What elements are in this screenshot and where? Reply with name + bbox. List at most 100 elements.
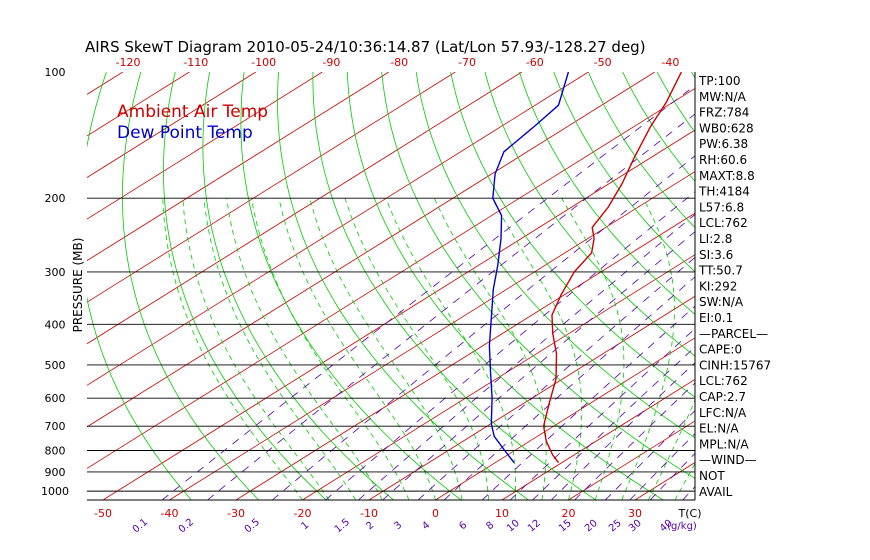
index-item: L57:6.8 [699,200,744,214]
dry-adiabat-line [312,72,597,500]
isotherm-line [501,378,695,500]
index-item: PW:6.38 [699,137,748,151]
dry-adiabat-line [202,72,395,500]
index-item: MW:N/A [699,90,747,104]
isotherm-line [87,72,323,220]
index-item: CINH:15767 [699,358,771,372]
mixing-ratio-line [358,213,695,500]
temp-unit-label: T(C) [678,507,702,520]
mixing-ratio-line [443,276,695,500]
temp-tick-top-label: -110 [183,56,208,69]
isotherm-line [235,212,695,500]
dry-adiabat-line [415,72,695,439]
isotherm-line [87,72,257,178]
index-item: TP:100 [698,74,741,88]
temp-tick-top-label: -120 [116,56,141,69]
isotherm-line [0,72,56,500]
mixing-ratio-tick-label: 2 [364,520,376,533]
isotherm-line [87,87,695,469]
isotherm-line [87,72,656,428]
moist-adiabat-line [309,198,463,500]
moist-adiabat-line [203,198,357,500]
dry-adiabat-line [122,72,260,500]
mixing-ratio-line [207,113,695,500]
mixing-ratio-line [161,85,695,500]
mixing-ratio-line [325,191,695,500]
dry-adiabat-line [87,72,192,500]
moist-adiabat-line [621,198,675,500]
mixing-ratio-tick-label: 25 [607,518,624,535]
mixing-ratio-tick-label: 12 [526,518,543,535]
index-item: NOT [699,469,725,483]
temp-tick-top-label: -80 [390,56,408,69]
index-item: CAP:2.7 [699,390,746,404]
mixing-ratio-line [382,231,695,500]
index-item: WB0:628 [699,121,754,135]
temp-tick-bottom-label: -30 [227,507,245,520]
index-item: AVAIL [699,485,733,499]
moist-adiabat-line [226,198,383,500]
temp-tick-top-label: -90 [322,56,340,69]
pressure-tick-label: 300 [45,266,66,279]
pressure-tick-label: 400 [45,318,66,331]
mixing-ratio-tick-label: 30 [627,518,644,535]
isotherm-line [302,254,695,500]
chart-title: AIRS SkewT Diagram 2010-05-24/10:36:14.8… [85,38,646,56]
dew-point-temp-line [488,72,570,464]
temp-tick-top-label: -100 [251,56,276,69]
isotherm-line [87,72,523,345]
moist-adiabat-line [162,198,303,500]
pressure-tick-label: 100 [45,66,66,79]
y-axis-label: PRESSURE (MB) [71,238,85,333]
dry-adiabat-line [484,72,695,357]
mixing-ratio-tick-label: 4 [420,520,432,533]
mixing-ratio-line [649,452,695,500]
dry-adiabat-line [622,72,695,182]
isotherm-line [87,72,456,303]
dry-adiabat-line [381,72,695,479]
dry-adiabat-line [656,72,695,133]
dry-adiabat-line [795,72,870,509]
mixing-ratio-tick-label: 0.5 [243,517,262,536]
moist-adiabat-line [251,198,410,500]
mixing-ratio-line [481,305,695,500]
moist-adiabat-line [647,398,695,500]
dry-adiabat-line [519,72,695,315]
index-item: TT:50.7 [698,264,743,278]
isotherm-line [87,72,589,386]
isotherm-line [768,72,870,500]
index-item: CAPE:0 [699,343,742,357]
temp-tick-bottom-label: 10 [495,507,509,520]
index-item: KI:292 [699,279,737,293]
dry-adiabat-line [240,72,462,500]
isotherm-line [435,337,695,500]
mixing-ratio-tick-label: 1 [299,520,311,533]
index-item: EI:0.1 [699,311,733,325]
dry-adiabat-line [277,72,530,500]
index-item: SI:3.6 [699,248,733,262]
pressure-tick-label: 800 [45,445,66,458]
mixing-ratio-tick-label: 10 [505,518,522,535]
temp-tick-bottom-label: -10 [360,507,378,520]
temp-tick-bottom-label: -20 [294,507,312,520]
pressure-tick-label: 200 [45,192,66,205]
mixing-ratio-line [510,328,695,500]
mixing-ratio-line [417,256,695,500]
index-item: LCL:762 [699,374,748,388]
index-item: —PARCEL— [699,327,768,341]
pressure-tick-label: 700 [45,420,66,433]
dry-adiabat-line [346,72,665,500]
temp-tick-bottom-label: -50 [94,507,112,520]
moist-adiabat-line [433,198,547,500]
temp-tick-bottom-label: 20 [562,507,576,520]
index-item: MAXT:8.8 [699,169,755,183]
pressure-tick-label: 900 [45,466,66,479]
index-item: LFC:N/A [699,406,747,420]
index-item: RH:60.6 [699,153,747,167]
isotherm-line [169,171,695,500]
isotherm-line [368,295,695,500]
isotherm-line [87,72,390,262]
moist-adiabat-line [278,198,436,500]
mixing-ratio-tick-label: 20 [583,518,600,535]
temp-tick-bottom-label: 0 [432,507,439,520]
